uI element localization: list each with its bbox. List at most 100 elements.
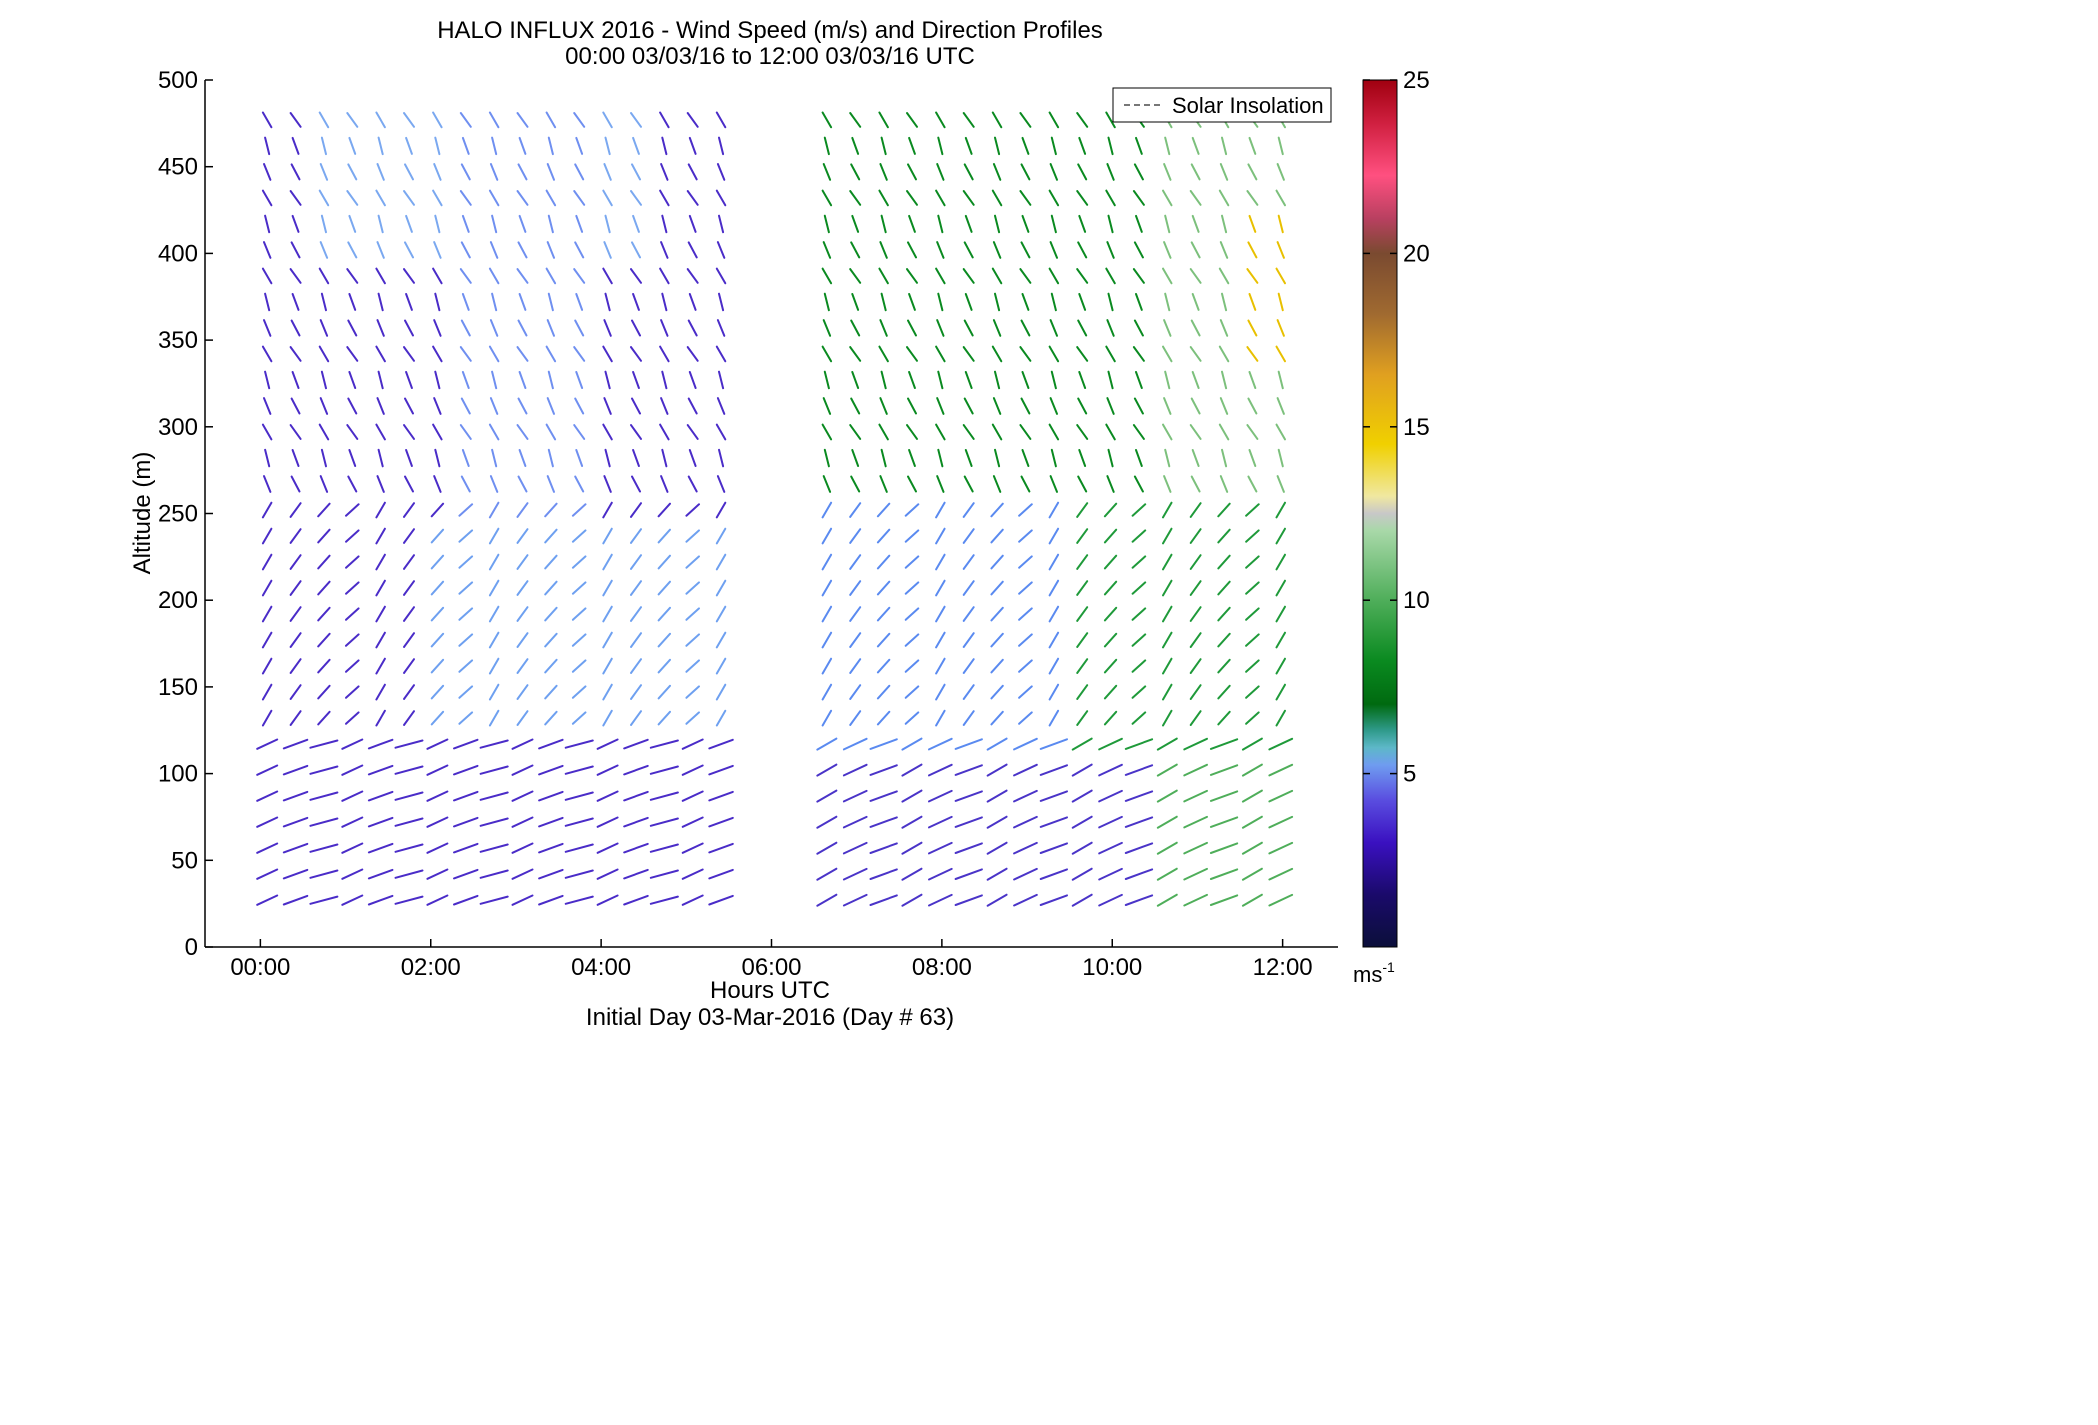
wind-barb [816, 893, 838, 907]
wind-barb [986, 815, 1008, 829]
wind-barb [936, 475, 945, 493]
wind-barb [309, 791, 339, 801]
wind-barb [1076, 424, 1089, 440]
wind-barb [659, 111, 670, 129]
wind-barb [341, 816, 364, 828]
wind-barb [1076, 346, 1089, 362]
wind-barb [708, 894, 734, 906]
wind-barb [1107, 136, 1114, 156]
wind-barb [1013, 867, 1038, 881]
wind-barb [1018, 529, 1033, 543]
y-tick-label: 250 [158, 501, 198, 528]
wind-barb [649, 895, 679, 905]
wind-barb [1268, 893, 1294, 907]
wind-barb [430, 658, 445, 674]
wind-barb [928, 789, 953, 803]
wind-barb [904, 711, 920, 725]
wind-barb [309, 765, 339, 775]
wind-barb [850, 163, 861, 181]
wind-barb [842, 763, 868, 777]
wind-barb [842, 867, 868, 881]
wind-barb [1018, 581, 1033, 595]
wind-barb [573, 268, 586, 284]
wind-barb [603, 163, 612, 181]
wind-barb [459, 346, 472, 362]
wind-barb [290, 241, 301, 259]
wind-barb [263, 475, 272, 493]
wind-barb [990, 710, 1004, 726]
wind-barb [1039, 894, 1068, 906]
wind-barb [317, 658, 331, 674]
wind-barb [604, 214, 611, 234]
wind-barb [1039, 790, 1068, 802]
wind-barb [1191, 449, 1200, 467]
wind-barb [518, 293, 527, 311]
wind-barb [849, 606, 862, 622]
wind-barb [602, 683, 613, 701]
wind-barb [546, 241, 555, 259]
wind-barb [1245, 633, 1260, 647]
x-tick-label: 04:00 [571, 954, 631, 981]
wind-barb [630, 424, 642, 440]
wind-barb [491, 292, 498, 312]
wind-barb [538, 816, 564, 828]
wind-barb [660, 319, 669, 337]
wind-barb [1131, 607, 1147, 621]
wind-barb [880, 214, 887, 234]
wind-barb [1076, 710, 1089, 726]
wind-barb [317, 710, 331, 726]
wind-barb [488, 111, 500, 129]
wind-barb [367, 738, 394, 750]
wind-barb [849, 658, 862, 674]
wind-barb [575, 371, 584, 389]
wind-barb [291, 293, 300, 311]
wind-barb [906, 268, 918, 284]
wind-barb [1162, 579, 1173, 597]
wind-barb [375, 267, 386, 285]
wind-barb [345, 555, 360, 569]
wind-barb [1050, 136, 1057, 156]
wind-barb [964, 214, 973, 233]
wind-barb [318, 111, 330, 129]
wind-barb [715, 111, 727, 129]
wind-barb [290, 475, 301, 493]
wind-barb [376, 163, 385, 181]
wind-barb [430, 606, 445, 622]
wind-barb [289, 112, 302, 128]
wind-barb [1218, 267, 1230, 285]
wind-barb [659, 189, 670, 207]
wind-barb [404, 163, 414, 181]
wind-barb [681, 816, 704, 828]
wind-barb [821, 605, 833, 623]
wind-barb [906, 346, 918, 362]
wind-barb [404, 475, 414, 493]
wind-barb [962, 528, 975, 544]
wind-barb [992, 163, 1002, 181]
wind-barb [309, 817, 339, 827]
wind-barb [545, 111, 557, 129]
wind-barb [453, 868, 479, 880]
wind-barb [1020, 475, 1031, 493]
wind-barb [511, 764, 534, 776]
wind-barb [1013, 815, 1038, 829]
wind-barb [849, 580, 862, 596]
y-tick-label: 200 [158, 587, 198, 614]
wind-barb [263, 241, 272, 259]
wind-barb [821, 579, 833, 597]
wind-barb [341, 868, 364, 880]
wind-barb [538, 738, 564, 750]
wind-barb [657, 710, 671, 726]
wind-barb [348, 449, 357, 467]
wind-barb [458, 659, 474, 673]
wind-barb [603, 319, 612, 337]
wind-barb [309, 843, 339, 853]
wind-barb [538, 790, 564, 802]
wind-barb [345, 685, 360, 699]
wind-barb [460, 163, 471, 181]
wind-barb [936, 319, 945, 337]
wind-barb [1276, 397, 1285, 415]
y-tick-label: 450 [158, 154, 198, 181]
wind-barb [544, 684, 558, 700]
wind-barb [1221, 136, 1228, 156]
